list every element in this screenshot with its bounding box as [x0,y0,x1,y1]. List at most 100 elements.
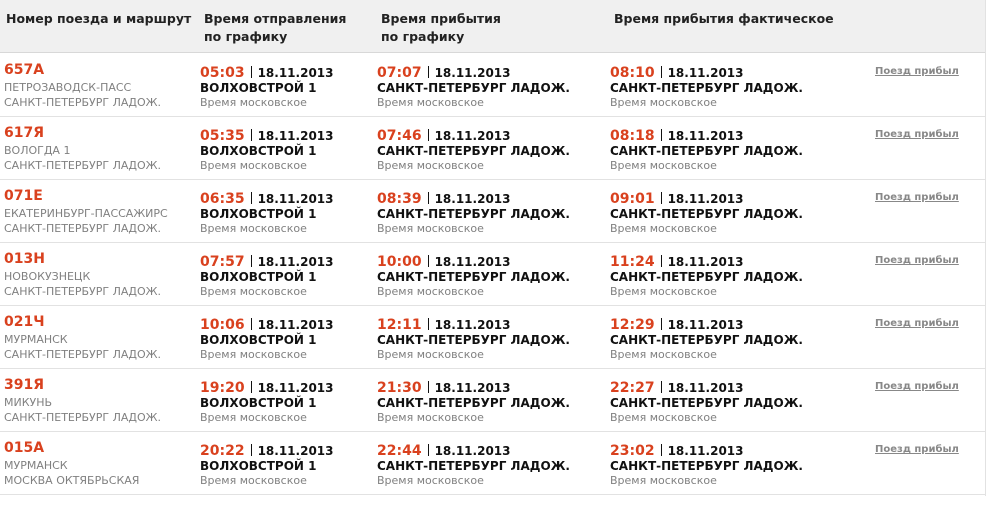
separator [660,444,662,456]
separator [660,192,662,204]
time-zone-note: Время московское [200,411,307,424]
time-zone-note: Время московское [200,159,307,172]
station: ВОЛХОВСТРОЙ 1 [200,270,317,284]
station: ВОЛХОВСТРОЙ 1 [200,81,317,95]
time: 11:24 [610,254,655,270]
time: 22:44 [377,443,422,459]
time: 10:00 [377,254,422,270]
date: 18.11.2013 [434,381,511,395]
separator [250,444,252,456]
train-number: 013Н [4,251,45,267]
separator [660,129,662,141]
header-line: Время отправления [204,11,347,26]
route-to: САНКТ-ПЕТЕРБУРГ ЛАДОЖ. [4,285,161,298]
time-zone-note: Время московское [200,348,307,361]
station: ВОЛХОВСТРОЙ 1 [200,207,317,221]
date: 18.11.2013 [257,318,334,332]
station: САНКТ-ПЕТЕРБУРГ ЛАДОЖ. [610,270,803,284]
time-zone-note: Время московское [377,411,484,424]
status-link[interactable]: Поезд прибыл [875,192,959,203]
time-line: 23:02 18.11.2013 [610,440,744,459]
route-from: МИКУНЬ [4,396,53,409]
time-line: 19:20 18.11.2013 [200,377,334,396]
table-row: 015А МУРМАНСК МОСКВА ОКТЯБРЬСКАЯ 20:22 18.11… [0,432,985,495]
time-zone-note: Время московское [200,96,307,109]
station: САНКТ-ПЕТЕРБУРГ ЛАДОЖ. [377,396,570,410]
time: 08:18 [610,128,655,144]
time-zone-note: Время московское [377,474,484,487]
time-zone-note: Время московское [200,285,307,298]
header-cell: Номер поезда и маршрут [6,10,191,28]
train-number: 391Я [4,377,45,393]
station: САНКТ-ПЕТЕРБУРГ ЛАДОЖ. [610,207,803,221]
route-to: САНКТ-ПЕТЕРБУРГ ЛАДОЖ. [4,222,161,235]
date: 18.11.2013 [667,66,744,80]
time-line: 10:06 18.11.2013 [200,314,334,333]
station: ВОЛХОВСТРОЙ 1 [200,396,317,410]
table-row: 071Е ЕКАТЕРИНБУРГ-ПАССАЖИРС САНКТ-ПЕТЕРБУР… [0,180,985,243]
separator [250,318,252,330]
route-from: ВОЛОГДА 1 [4,144,71,157]
separator [660,381,662,393]
time-line: 20:22 18.11.2013 [200,440,334,459]
time-zone-note: Время московское [610,411,717,424]
time-line: 07:07 18.11.2013 [377,62,511,81]
status-link[interactable]: Поезд прибыл [875,66,959,77]
time-line: 08:39 18.11.2013 [377,188,511,207]
date: 18.11.2013 [434,444,511,458]
station: САНКТ-ПЕТЕРБУРГ ЛАДОЖ. [377,81,570,95]
train-number: 021Ч [4,314,45,330]
date: 18.11.2013 [257,444,334,458]
route-to: САНКТ-ПЕТЕРБУРГ ЛАДОЖ. [4,96,161,109]
status-link[interactable]: Поезд прибыл [875,255,959,266]
time: 08:39 [377,191,422,207]
date: 18.11.2013 [257,66,334,80]
date: 18.11.2013 [667,255,744,269]
time-zone-note: Время московское [200,474,307,487]
time: 07:07 [377,65,422,81]
date: 18.11.2013 [434,129,511,143]
route-to: САНКТ-ПЕТЕРБУРГ ЛАДОЖ. [4,159,161,172]
table-row: 617Я ВОЛОГДА 1 САНКТ-ПЕТЕРБУРГ ЛАДОЖ. 05:35… [0,117,985,180]
station: ВОЛХОВСТРОЙ 1 [200,333,317,347]
separator [427,66,429,78]
time: 22:27 [610,380,655,396]
date: 18.11.2013 [257,192,334,206]
separator [427,381,429,393]
date: 18.11.2013 [434,255,511,269]
time-zone-note: Время московское [610,285,717,298]
header-line: по графику [204,29,288,44]
header-cell: Время прибытия фактическое [614,10,834,28]
date: 18.11.2013 [667,129,744,143]
separator [250,255,252,267]
separator [427,129,429,141]
time: 12:29 [610,317,655,333]
separator [427,444,429,456]
status-link[interactable]: Поезд прибыл [875,381,959,392]
time: 05:03 [200,65,245,81]
time-line: 12:29 18.11.2013 [610,314,744,333]
header-cell: Время отправления по графику [204,10,346,46]
date: 18.11.2013 [434,66,511,80]
station: САНКТ-ПЕТЕРБУРГ ЛАДОЖ. [610,81,803,95]
time: 19:20 [200,380,245,396]
time-line: 12:11 18.11.2013 [377,314,511,333]
time: 08:10 [610,65,655,81]
status-link[interactable]: Поезд прибыл [875,129,959,140]
route-from: МУРМАНСК [4,333,68,346]
time-line: 08:10 18.11.2013 [610,62,744,81]
table-header: Номер поезда и маршрут Время отправления п… [0,0,985,53]
status-link[interactable]: Поезд прибыл [875,444,959,455]
time: 07:57 [200,254,245,270]
separator [427,318,429,330]
time-zone-note: Время московское [610,474,717,487]
separator [660,318,662,330]
status-link[interactable]: Поезд прибыл [875,318,959,329]
station: САНКТ-ПЕТЕРБУРГ ЛАДОЖ. [377,459,570,473]
date: 18.11.2013 [667,381,744,395]
time: 20:22 [200,443,245,459]
time-line: 05:03 18.11.2013 [200,62,334,81]
time-zone-note: Время московское [377,159,484,172]
train-number: 657А [4,62,45,78]
